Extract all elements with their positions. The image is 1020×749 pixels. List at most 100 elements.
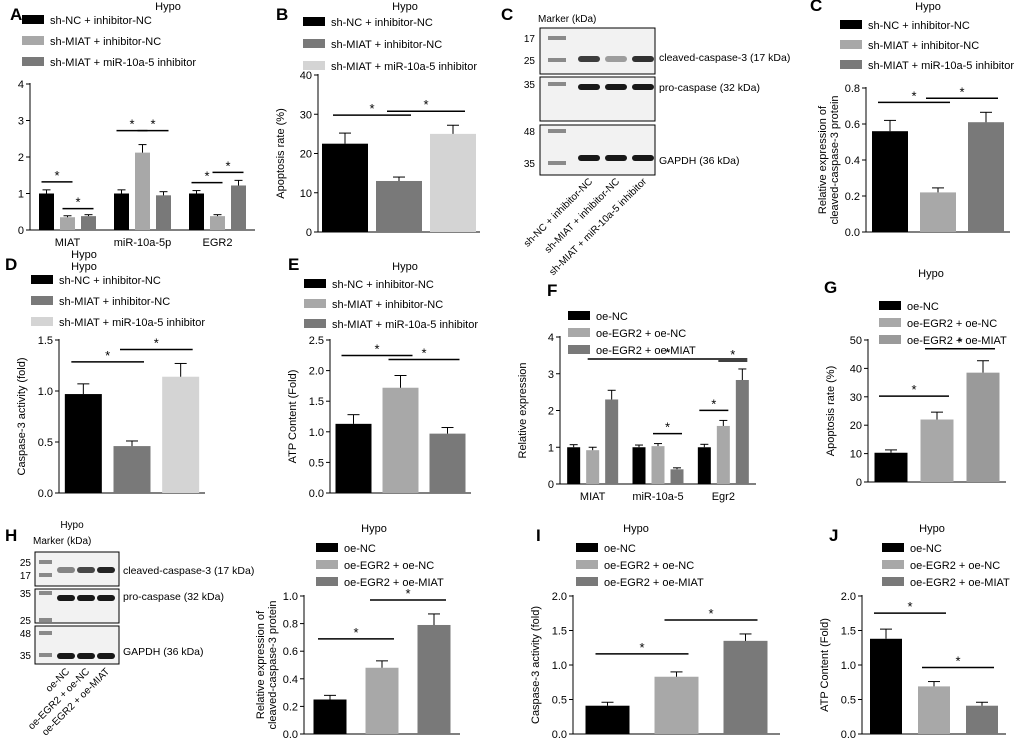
panel-j-sig-star: * [907,599,912,614]
panel-a-bar [156,195,171,230]
panel-h-sig-star: * [405,586,410,601]
panel-e-bar [382,387,419,493]
panel-b-y-label: Apoptosis rate (%) [275,108,287,198]
panel-a-sig-star: * [75,195,80,210]
panel-c-title: Hypo [915,1,941,13]
panel-j-bar [918,686,950,734]
panel-b-legend-label: sh-MIAT + miR-10a-5 inhibitor [331,61,477,73]
panel-h-y-tick-label: 0.0 [283,729,298,741]
panel-h-band [77,567,95,573]
panel-j-legend-swatch [882,577,904,586]
panel-c-legend-swatch [840,60,862,69]
panel-c-y-label: Relative expression ofcleaved-caspase-3 … [817,95,841,224]
panel-e-legend-label: sh-MIAT + miR-10a-5 inhibitor [332,319,478,331]
panel-c-legend-label: sh-NC + inhibitor-NC [868,20,970,32]
panel-a-legend-label: sh-MIAT + miR-10a-5 inhibitor [50,57,196,69]
panel-h-title: Hypo [361,523,387,535]
panel-h-letter: H [5,526,17,545]
panel-h-ladder-band [39,631,52,635]
panel-f-x-tick-label: MIAT [580,491,606,503]
panel-a-legend-swatch [22,15,44,24]
panel-h-ladder-band [39,591,52,595]
panel-d-letter: D [5,255,17,274]
panel-h-legend-label: oe-EGR2 + oe-MIAT [344,577,444,589]
panel-f-legend-swatch [568,345,590,354]
panel-e-y-tick-label: 0.5 [309,457,324,469]
panel-d-legend-label: sh-NC + inhibitor-NC [59,275,161,287]
panel-g-letter: G [824,278,837,297]
panel-g-legend-label: oe-EGR2 + oe-MIAT [907,335,1007,347]
panel-a-x-tick-label: MIAT [55,237,81,249]
panel-g-sig-star: * [911,382,916,397]
panel-c-marker-value: 48 [524,127,536,138]
panel-c-y-tick-label: 0.2 [845,191,860,203]
panel-i-title: Hypo [623,523,649,535]
panel-c-y-tick-label: 0.6 [845,119,860,131]
panel-d-legend-label: sh-MIAT + inhibitor-NC [59,296,170,308]
panel-i-y-label: Caspase-3 activity (fold) [530,606,542,724]
panel-i-sig-star: * [639,640,644,655]
panel-d-title: Hypo [71,249,97,261]
panel-f-y-tick-label: 0 [548,479,554,491]
panel-h-ladder-band [39,653,52,657]
panel-f-y-tick-label: 3 [548,369,554,381]
panel-h-band-label: pro-caspase (32 kDa) [123,591,224,603]
panel-g-legend-label: oe-NC [907,301,939,313]
panel-j-legend-label: oe-EGR2 + oe-NC [910,560,1000,572]
panel-f-bar [697,447,711,484]
panel-e-y-tick-label: 1.5 [309,396,324,408]
panel-i-y-tick-label: 1.5 [552,626,567,638]
panel-c-marker-title: Marker (kDa) [538,14,596,25]
panel-b-y-tick-label: 30 [300,109,312,121]
panel-e-bar [429,433,466,493]
panel-i-sig-star: * [708,606,713,621]
panel-b-legend-swatch [303,61,325,70]
panel-f-bar [716,425,730,484]
panel-d-legend-swatch [31,275,53,284]
panel-c-blot-box [539,124,656,176]
panel-b-y-tick-label: 0 [306,227,312,239]
panel-a-sig-star: * [204,169,209,184]
panel-g-legend-swatch [879,335,901,344]
panel-i-y-tick-label: 2.0 [552,591,567,603]
panel-h-y-tick-label: 0.6 [283,646,298,658]
panel-c-band [632,84,654,90]
panel-h-band-label: cleaved-caspase-3 (17 kDa) [123,565,254,577]
panel-b-sig-star: * [423,97,428,112]
panel-a-y-tick-label: 3 [18,116,24,128]
panel-a-legend-swatch [22,57,44,66]
panel-i-legend-swatch [576,543,598,552]
panel-j-legend-swatch [882,543,904,552]
panel-e-legend-swatch [304,319,326,328]
panel-b-title: Hypo [392,1,418,13]
panel-c-letter: C [810,0,822,15]
panel-f-sig-star: * [665,420,670,435]
panel-a-x-tick-label: miR-10a-5p [114,237,171,249]
panel-i-y-tick-label: 0.0 [552,729,567,741]
panel-f-y-tick-label: 1 [548,442,554,454]
panel-f-y-tick-label: 4 [548,332,554,344]
panel-b-legend-label: sh-NC + inhibitor-NC [331,17,433,29]
panel-d-bar [64,394,102,493]
panel-h-marker-value: 17 [20,571,32,582]
panel-b-bar [322,143,368,232]
panel-e-title: Hypo [392,261,418,273]
panel-c-ladder-band [548,82,566,86]
panel-a-bar [189,193,204,230]
panel-d-sig-star: * [154,335,159,350]
panel-a-legend-label: sh-MIAT + inhibitor-NC [50,36,161,48]
panel-h-hypo: Hypo [60,520,84,531]
panel-f-bar [735,379,749,484]
panel-i-legend-label: oe-EGR2 + oe-NC [604,560,694,572]
panel-d-y-tick-label: 1.0 [38,386,53,398]
panel-f-x-tick-label: miR-10a-5 [632,491,683,503]
panel-g-y-label: Apoptosis rate (%) [825,366,837,456]
panel-h-y-label: Relative expression ofcleaved-caspase-3 … [255,600,279,729]
panel-e-y-label: ATP Content (Fold) [287,370,299,464]
panel-f-legend-label: oe-EGR2 + oe-MIAT [596,345,696,357]
panel-g-y-tick-label: 50 [850,335,862,347]
panel-h-bar [313,699,347,734]
panel-e-bar [335,423,372,493]
panel-h-legend-swatch [316,543,338,552]
panel-a-bar [39,193,54,230]
